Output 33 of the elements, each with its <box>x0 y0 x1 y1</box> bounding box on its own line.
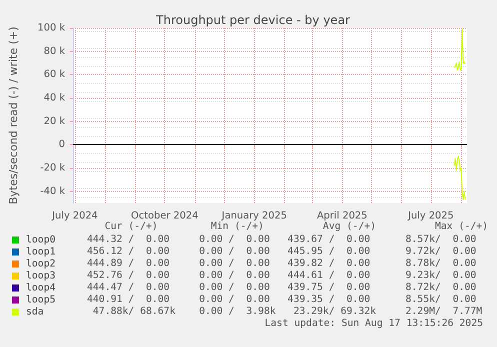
y-tick-label: 60 k <box>44 69 66 80</box>
text: 440.91 / 0.00 0.00 / 0.00 439.35 / 0.00 8.55k/ 0.00 <box>87 294 476 306</box>
text: 444.89 / 0.00 0.00 / 0.00 439.82 / 0.00 8.78k/ 0.00 <box>87 258 476 270</box>
y-tick-label: 0 <box>58 139 65 150</box>
legend-label: loop1 <box>26 246 56 258</box>
y-tick-label: 20 k <box>44 116 66 127</box>
x-tick-label: April 2025 <box>316 210 368 222</box>
text: 47.88k/ 68.67k 0.00 / 3.98k 23.29k/ 69.32k 2.29M/ 7.77M <box>92 306 482 318</box>
text: Last update: Sun Aug 17 13:15:26 2025 <box>264 318 483 330</box>
y-axis-title: Bytes/second read (-) / write (+) <box>7 26 20 204</box>
legend-label: sda <box>26 306 44 318</box>
y-tick-label: 40 k <box>44 92 66 104</box>
line-series <box>454 156 466 200</box>
legend-label: loop5 <box>26 294 56 306</box>
y-tick-label: 100 k <box>38 22 66 34</box>
legend-label: loop3 <box>26 270 56 282</box>
text: 456.12 / 0.00 0.00 / 0.00 445.95 / 0.00 9.72k/ 0.00 <box>87 246 476 258</box>
x-tick-label: January 2025 <box>220 210 287 222</box>
x-tick-label: July 2024 <box>51 210 98 222</box>
text: Cur (-/+) Min (-/+) Avg (-/+) Max (-/+) <box>104 221 488 233</box>
text: 452.76 / 0.00 0.00 / 0.00 444.61 / 0.00 9.23k/ 0.00 <box>87 270 476 282</box>
y-tick-label: 80 k <box>44 46 66 57</box>
legend-label: loop0 <box>26 234 56 246</box>
text: 444.47 / 0.00 0.00 / 0.00 439.75 / 0.00 8.72k/ 0.00 <box>87 282 476 294</box>
y-tick-label: -20 k <box>40 162 66 174</box>
legend-label: loop4 <box>26 282 56 294</box>
chart-title: Throughput per device - by year <box>155 13 350 27</box>
y-tick-label: -40 k <box>40 186 66 197</box>
legend-label: loop2 <box>26 258 56 270</box>
x-tick-label: July 2025 <box>407 210 454 222</box>
x-tick-label: October 2024 <box>131 210 198 222</box>
text: 444.32 / 0.00 0.00 / 0.00 439.67 / 0.00 8.57k/ 0.00 <box>87 234 476 246</box>
line-series <box>454 28 466 70</box>
